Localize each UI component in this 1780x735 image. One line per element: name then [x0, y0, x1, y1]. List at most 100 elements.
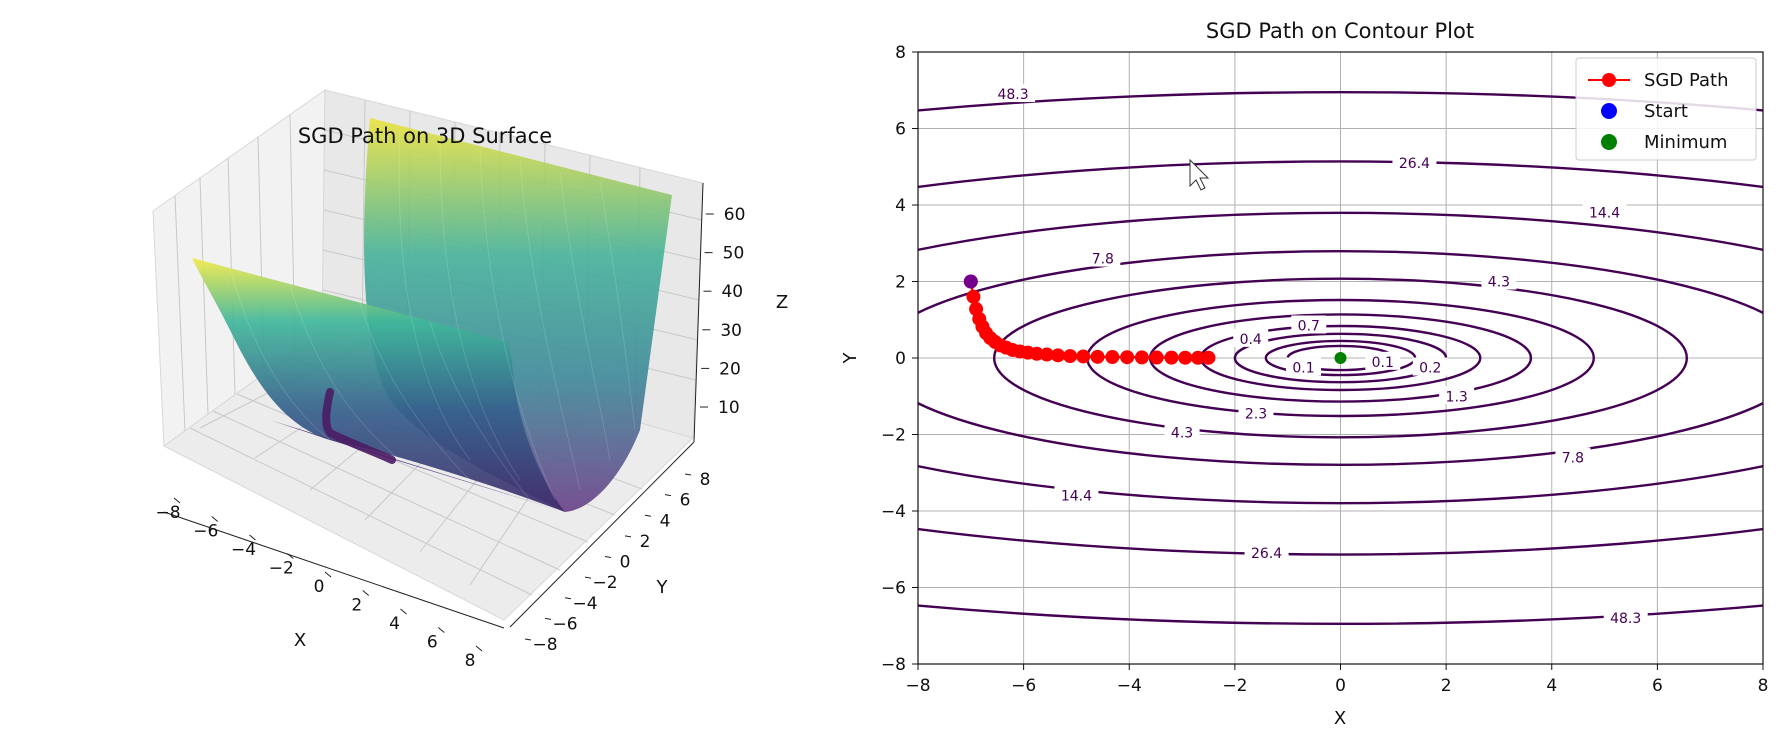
- sgd-point: [1063, 349, 1078, 364]
- legend-sgd-path: SGD Path: [1588, 70, 1729, 91]
- surface-z-tick-label: 20: [719, 359, 741, 379]
- x-tick-label: 0: [1335, 676, 1346, 696]
- start-point: [963, 274, 978, 289]
- contour-label-bg: [1238, 403, 1274, 422]
- surface-z-tick-label: 40: [721, 282, 743, 302]
- x-tick-label: 8: [1758, 676, 1769, 696]
- contour-level-4.3: [992, 277, 1689, 439]
- contour-label-bg: [1439, 386, 1475, 405]
- contour-label-bg: [1291, 315, 1327, 334]
- contour-level-26.4: [918, 160, 1763, 556]
- surface-x-tick-mark: [173, 497, 181, 504]
- contour-label: 26.4: [1399, 156, 1430, 172]
- surface-x-tick-label: −4: [231, 540, 256, 560]
- surface-y-tick-label: 2: [640, 532, 651, 552]
- surface-z-tick-label: 50: [723, 244, 745, 264]
- contour-level-7.8: [918, 250, 1763, 466]
- contour-label-bg: [1481, 271, 1517, 290]
- surface-y-tick-label: −8: [532, 635, 557, 655]
- contour-label-bg: [1603, 608, 1648, 627]
- surface-x-tick-mark: [211, 516, 219, 522]
- contour-label: 0.4: [1240, 332, 1262, 348]
- y-tick-label: −8: [881, 655, 906, 675]
- contour-label-bg: [1085, 248, 1121, 267]
- surface-y-tick-label: 8: [700, 470, 711, 490]
- surface-x-tick-mark: [324, 571, 332, 578]
- y-tick-label: 4: [895, 196, 906, 216]
- contour-labels: 48.3 26.4 14.4 7.8 4.3 0.7 0.4 0.2 0.1 0.1 1.3 2.3 4…: [991, 84, 1648, 627]
- surface-y-tick-label: −4: [572, 594, 597, 614]
- surface-y-tick-label: 0: [620, 553, 631, 573]
- contour-label: 0.2: [1419, 361, 1441, 377]
- legend-start-label: Start: [1644, 101, 1688, 122]
- sgd-point: [1190, 350, 1205, 365]
- legend-start: Start: [1601, 101, 1688, 122]
- surface-front-half: [192, 258, 565, 512]
- x-tick-label: 2: [1441, 676, 1452, 696]
- surface-x-tick-label: 0: [314, 577, 325, 597]
- surface-z-tick-label: 30: [720, 321, 742, 341]
- surface-y-tick-label: −6: [552, 614, 577, 634]
- x-tick-label: −6: [1011, 676, 1036, 696]
- y-tick-label: −2: [881, 426, 906, 446]
- contour-label: 2.3: [1245, 406, 1267, 422]
- x-tick-label: −8: [905, 676, 930, 696]
- x-tick-label: −2: [1222, 676, 1247, 696]
- contour-label: 0.7: [1298, 318, 1320, 334]
- surface-y-tick-mark: [684, 473, 692, 476]
- sgd-point: [1178, 350, 1193, 365]
- sgd-point: [966, 289, 981, 304]
- surface-x-tick-mark: [249, 534, 256, 541]
- contour-ticks: −8 −6 −4 −2 0 2 4 6 8 −8 −6 −4 −2 0 2 4 6 8: [881, 43, 1768, 696]
- y-tick-label: 6: [895, 120, 906, 140]
- contour-x-label: X: [1334, 708, 1346, 729]
- contour-label: 14.4: [1589, 206, 1620, 222]
- surface-x-tick-label: −8: [155, 503, 180, 523]
- contour-label: 26.4: [1251, 546, 1282, 562]
- legend-sgd-label: SGD Path: [1644, 70, 1729, 91]
- x-tick-label: −4: [1117, 676, 1142, 696]
- surface-x-tick-label: 4: [389, 614, 400, 634]
- contour-label: 1.3: [1446, 389, 1468, 405]
- sgd-point: [1050, 348, 1065, 363]
- y-tick-label: 2: [895, 273, 906, 293]
- surface-x-tick-label: 6: [427, 633, 438, 653]
- x-tick-label: 4: [1546, 676, 1557, 696]
- surface-y-tick-label: 4: [660, 511, 671, 531]
- contour-label-bg: [1392, 152, 1437, 171]
- legend-minimum-label: Minimum: [1644, 132, 1727, 153]
- surface-x-tick-label: 2: [351, 596, 362, 616]
- surface-x-tick-label: −2: [269, 559, 294, 579]
- surface-y-tick-label: 6: [680, 491, 691, 511]
- sgd-point: [1120, 350, 1135, 365]
- surface-y-tick-mark: [564, 597, 572, 600]
- contour-label-bg: [1555, 447, 1591, 466]
- surface-z-tick-label: 10: [718, 398, 740, 418]
- minimum-point: [1334, 352, 1347, 364]
- contour-label: 0.1: [1372, 355, 1394, 371]
- sgd-point: [1039, 347, 1054, 362]
- sgd-path: [963, 274, 1347, 365]
- sgd-point: [1105, 350, 1120, 365]
- contour-panel: 48.3 26.4 14.4 7.8 4.3 0.7 0.4 0.2 0.1 0.1 1.3 2.3 4…: [840, 19, 1768, 729]
- surface-z-tick-label: 60: [724, 205, 746, 225]
- surface-x-tick-mark: [362, 590, 370, 596]
- contour-label-bg: [991, 84, 1036, 103]
- contour-label: 7.8: [1092, 252, 1114, 268]
- contour-label-bg: [1054, 485, 1099, 504]
- contour-label-bg: [1412, 357, 1448, 376]
- surface-y-tick-mark: [524, 638, 532, 641]
- sgd-point: [1164, 350, 1179, 365]
- y-tick-label: −6: [881, 579, 906, 599]
- surface-x-tick-mark: [400, 608, 407, 615]
- contour-label-bg: [1582, 202, 1627, 221]
- surface-title: SGD Path on 3D Surface: [298, 124, 552, 148]
- surface-x-label: X: [294, 630, 306, 651]
- contour-label-bg: [1286, 357, 1322, 376]
- x-tick-label: 6: [1652, 676, 1663, 696]
- sgd-point: [1149, 350, 1164, 365]
- contour-label: 4.3: [1171, 426, 1193, 442]
